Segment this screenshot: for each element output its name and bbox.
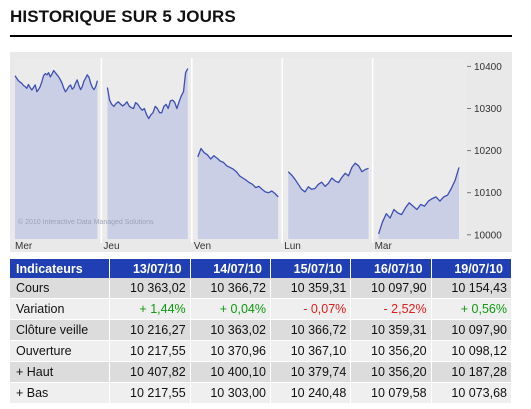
row-label: Clôture veille: [10, 319, 111, 341]
table-cell: 10 359,31: [350, 319, 432, 341]
table-cell: 10 363,02: [190, 319, 271, 341]
price-line-day-3: [197, 147, 279, 198]
table-cell: 10 216,27: [109, 319, 191, 341]
indicators-table: Indicateurs 13/07/10 14/07/10 15/07/10 16/07…: [10, 259, 513, 404]
table-cell: 10 359,31: [270, 278, 352, 299]
column-header-date: 14/07/10: [190, 259, 271, 278]
table-header-row: Indicateurs 13/07/10 14/07/10 15/07/10 16/07…: [10, 259, 513, 278]
table-cell: 10 217,55: [109, 382, 191, 404]
table-cell: - 0,07%: [270, 298, 352, 320]
table-row: Cours 10 363,02 10 366,72 10 359,31 10 097,9…: [10, 278, 513, 299]
column-header-label: Indicateurs: [10, 259, 111, 278]
y-tick-label: 10000: [474, 230, 502, 241]
table-row: + Haut 10 407,82 10 400,10 10 379,74 10 356,…: [10, 361, 513, 383]
y-tick-label: 10100: [474, 188, 502, 199]
table-cell: 10 356,20: [350, 361, 432, 383]
table-cell: 10 379,74: [270, 361, 352, 383]
table-cell: 10 187,28: [431, 361, 513, 383]
price-chart: 10000 10100 10200 10300 10400 Mer Jeu Ven Lun Mar: [14, 58, 502, 252]
price-line-day-5: [377, 167, 460, 235]
table-cell: + 1,44%: [109, 298, 191, 320]
area-fill-day-1: [15, 70, 98, 239]
table-cell: 10 367,10: [270, 340, 352, 362]
x-tick-label: Ven: [194, 241, 211, 252]
copyright-notice: © 2010 Interactive Data Managed Solution…: [18, 219, 154, 226]
chart-panel: 10000 10100 10200 10300 10400 Mer Jeu Ven Lun Mar…: [10, 52, 512, 252]
table-cell: 10 240,48: [270, 382, 352, 404]
table-cell: 10 400,10: [190, 361, 271, 383]
column-header-date: 13/07/10: [109, 259, 191, 278]
y-tick-label: 10200: [474, 146, 502, 157]
table-cell: + 0,56%: [431, 298, 513, 320]
table-row: Ouverture 10 217,55 10 370,96 10 367,10 10 3…: [10, 340, 513, 362]
x-tick-label: Mer: [15, 241, 33, 252]
table-cell: 10 356,20: [350, 340, 432, 362]
table-cell: 10 366,72: [270, 319, 352, 341]
table-cell: + 0,04%: [190, 298, 271, 320]
area-fill-day-5: [378, 167, 459, 239]
table-cell: 10 366,72: [190, 278, 271, 299]
y-tick-label: 10300: [474, 104, 502, 115]
row-label: + Haut: [10, 361, 111, 383]
x-tick-label: Jeu: [103, 241, 119, 252]
row-label: Variation: [10, 298, 111, 320]
table-cell: 10 217,55: [109, 340, 191, 362]
column-header-date: 15/07/10: [270, 259, 352, 278]
table-row: Clôture veille 10 216,27 10 363,02 10 366,7…: [10, 319, 513, 341]
price-line-day-2: [106, 68, 189, 120]
area-fill-day-2: [107, 68, 188, 239]
table-cell: - 2,52%: [350, 298, 432, 320]
table-cell: 10 097,90: [431, 319, 513, 341]
column-header-date: 19/07/10: [431, 259, 513, 278]
price-line-day-1: [14, 69, 99, 93]
table-cell: 10 363,02: [109, 278, 191, 299]
x-tick-label: Lun: [284, 241, 301, 252]
page-title: HISTORIQUE SUR 5 JOURS: [10, 7, 236, 26]
title-rule: [10, 35, 512, 37]
column-header-date: 16/07/10: [350, 259, 432, 278]
table-row: Variation + 1,44% + 0,04% - 0,07% - 2,52% + 0…: [10, 298, 513, 320]
area-fill-day-4: [288, 163, 369, 239]
table-cell: 10 303,00: [190, 382, 271, 404]
table-cell: 10 407,82: [109, 361, 191, 383]
row-label: Ouverture: [10, 340, 111, 362]
row-label: + Bas: [10, 382, 111, 404]
table-row: + Bas 10 217,55 10 303,00 10 240,48 10 079,5…: [10, 382, 513, 404]
table-cell: 10 079,58: [350, 382, 432, 404]
price-line-day-4: [287, 162, 369, 193]
table-cell: 10 370,96: [190, 340, 271, 362]
area-fill-day-3: [197, 148, 279, 239]
x-tick-label: Mar: [375, 241, 393, 252]
table-cell: 10 073,68: [431, 382, 513, 404]
table-cell: 10 098,12: [431, 340, 513, 362]
table-cell: 10 097,90: [350, 278, 432, 299]
y-tick-label: 10400: [474, 62, 502, 73]
table-cell: 10 154,43: [431, 278, 513, 299]
row-label: Cours: [10, 278, 111, 299]
